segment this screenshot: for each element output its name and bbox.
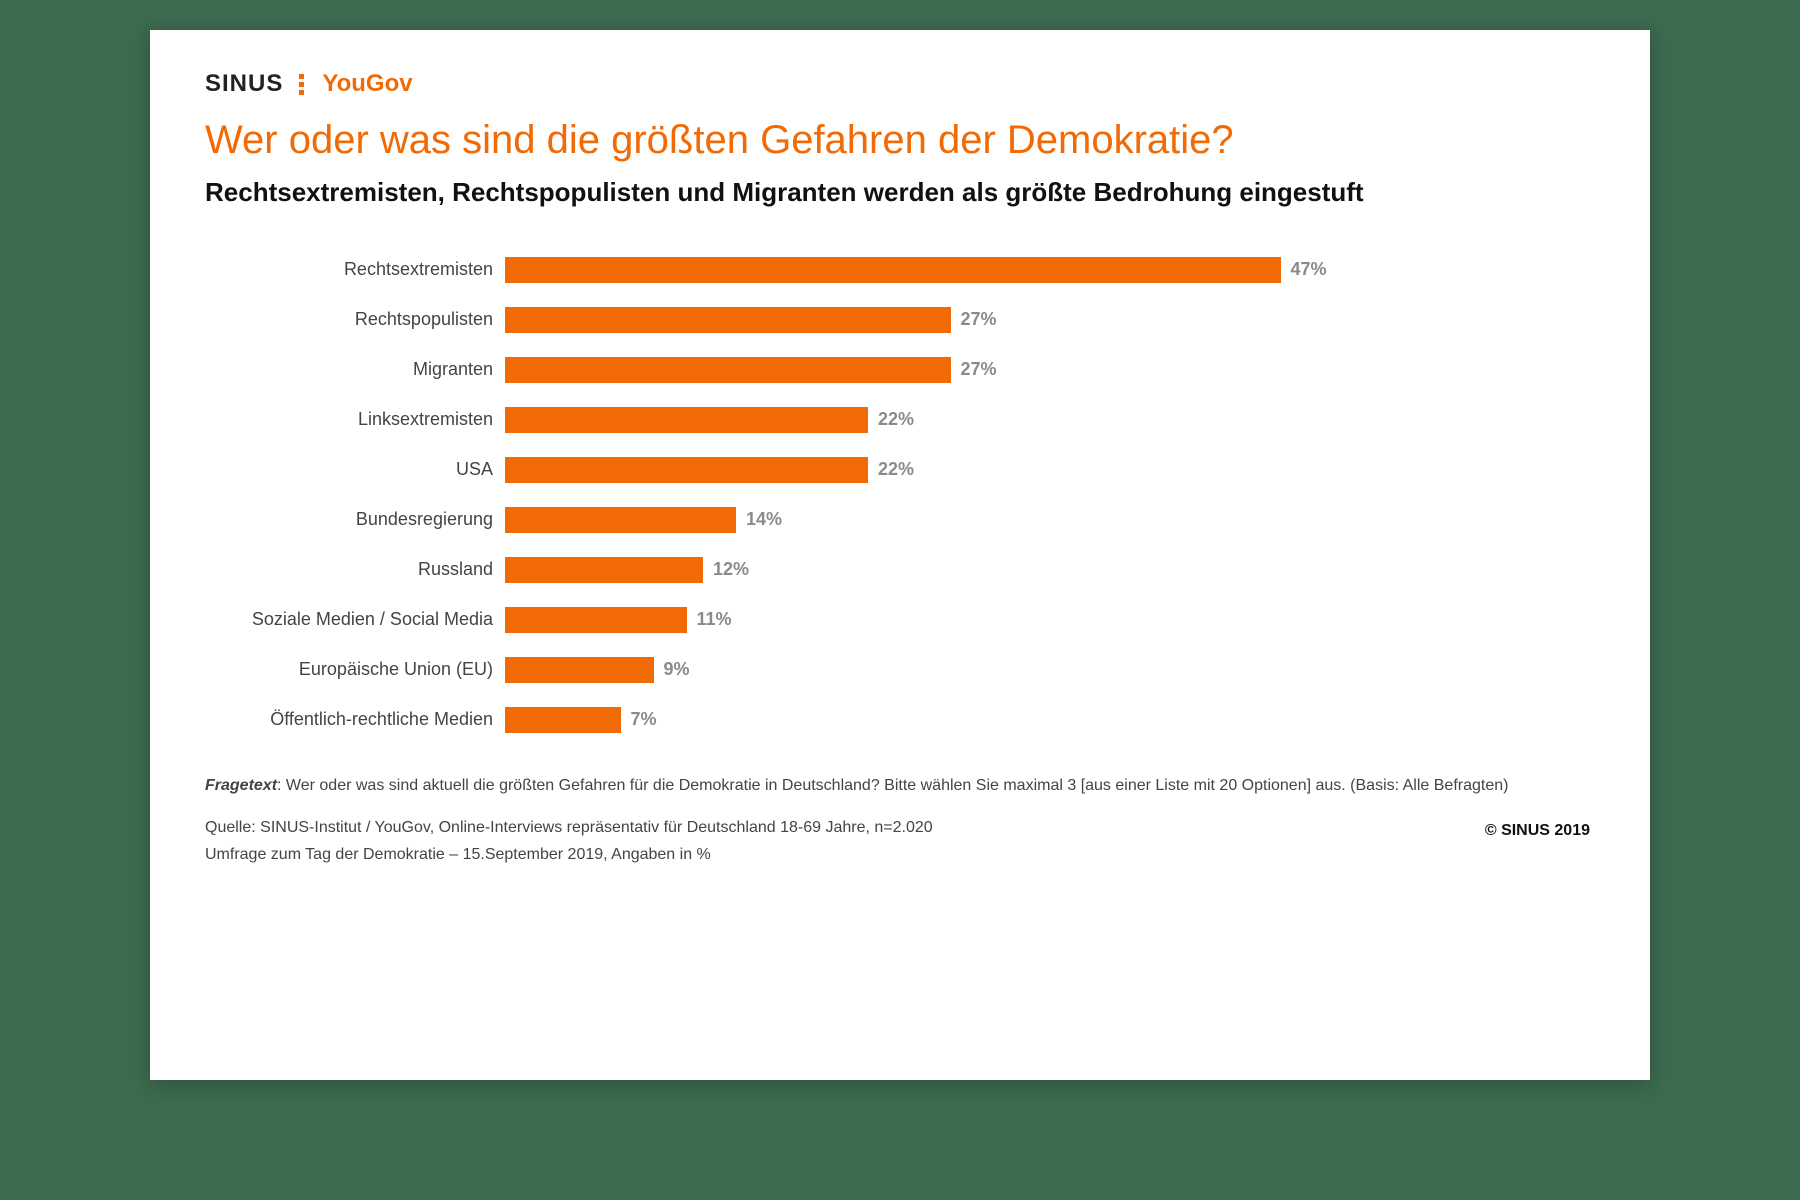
- bar: [505, 457, 868, 483]
- bar-row: Öffentlich-rechtliche Medien 7%: [245, 695, 1595, 745]
- bar-area: 47%: [505, 257, 1595, 283]
- bar-value: 22%: [878, 409, 914, 430]
- bar-value: 22%: [878, 459, 914, 480]
- bar-row: Europäische Union (EU) 9%: [245, 645, 1595, 695]
- frage-text: : Wer oder was sind aktuell die größten …: [277, 777, 1508, 794]
- bar-label: Soziale Medien / Social Media: [245, 609, 505, 630]
- bar-area: 22%: [505, 407, 1595, 433]
- bar: [505, 357, 951, 383]
- bar-label: Rechtsextremisten: [245, 259, 505, 280]
- frage-label: Fragetext: [205, 777, 277, 794]
- bar-label: Migranten: [245, 359, 505, 380]
- footnote: Fragetext: Wer oder was sind aktuell die…: [205, 775, 1595, 866]
- chart-card: SINUS YouGov Wer oder was sind die größt…: [150, 30, 1650, 1080]
- bar-value: 27%: [961, 359, 997, 380]
- bar-label: Europäische Union (EU): [245, 659, 505, 680]
- bar: [505, 507, 736, 533]
- bar-label: Öffentlich-rechtliche Medien: [245, 709, 505, 730]
- bar-area: 27%: [505, 357, 1595, 383]
- bar-area: 9%: [505, 657, 1595, 683]
- logo-row: SINUS YouGov: [205, 70, 1595, 98]
- bar-row: Migranten 27%: [245, 345, 1595, 395]
- bar-area: 7%: [505, 707, 1595, 733]
- bar: [505, 307, 951, 333]
- bar-label: Rechtspopulisten: [245, 309, 505, 330]
- bar-value: 14%: [746, 509, 782, 530]
- bar-value: 7%: [631, 709, 657, 730]
- bar-label: Bundesregierung: [245, 509, 505, 530]
- bar-value: 11%: [697, 609, 732, 630]
- bar: [505, 607, 687, 633]
- bar-label: Linksextremisten: [245, 409, 505, 430]
- logo-dots-icon: [299, 74, 304, 95]
- logo-yougov: YouGov: [322, 70, 412, 98]
- bar-value: 9%: [664, 659, 690, 680]
- chart-subtitle: Rechtsextremisten, Rechtspopulisten und …: [205, 176, 1595, 210]
- bar-row: Rechtspopulisten 27%: [245, 295, 1595, 345]
- logo-sinus: SINUS: [205, 70, 283, 98]
- bar-row: Soziale Medien / Social Media 11%: [245, 595, 1595, 645]
- bar-chart: Rechtsextremisten47%Rechtspopulisten27%M…: [245, 245, 1595, 745]
- bar: [505, 257, 1281, 283]
- bar-area: 12%: [505, 557, 1595, 583]
- bar: [505, 657, 654, 683]
- bar-label: Russland: [245, 559, 505, 580]
- bar-value: 27%: [961, 309, 997, 330]
- bar-area: 11%: [505, 607, 1595, 633]
- bar-row: Russland 12%: [245, 545, 1595, 595]
- quelle-line-2: Umfrage zum Tag der Demokratie – 15.Sept…: [205, 844, 1595, 866]
- bar-row: USA 22%: [245, 445, 1595, 495]
- bar-label: USA: [245, 459, 505, 480]
- bar-row: Linksextremisten 22%: [245, 395, 1595, 445]
- bar: [505, 557, 703, 583]
- bar-area: 14%: [505, 507, 1595, 533]
- quelle-line-1: Quelle: SINUS-Institut / YouGov, Online-…: [205, 817, 1595, 839]
- chart-title: Wer oder was sind die größten Gefahren d…: [205, 116, 1595, 164]
- bar-value: 47%: [1291, 259, 1327, 280]
- bar-row: Bundesregierung 14%: [245, 495, 1595, 545]
- bar-area: 27%: [505, 307, 1595, 333]
- bar: [505, 707, 621, 733]
- bar-value: 12%: [713, 559, 749, 580]
- copyright-text: © SINUS 2019: [1485, 822, 1590, 840]
- bar-area: 22%: [505, 457, 1595, 483]
- bar-row: Rechtsextremisten 47%: [245, 245, 1595, 295]
- bar: [505, 407, 868, 433]
